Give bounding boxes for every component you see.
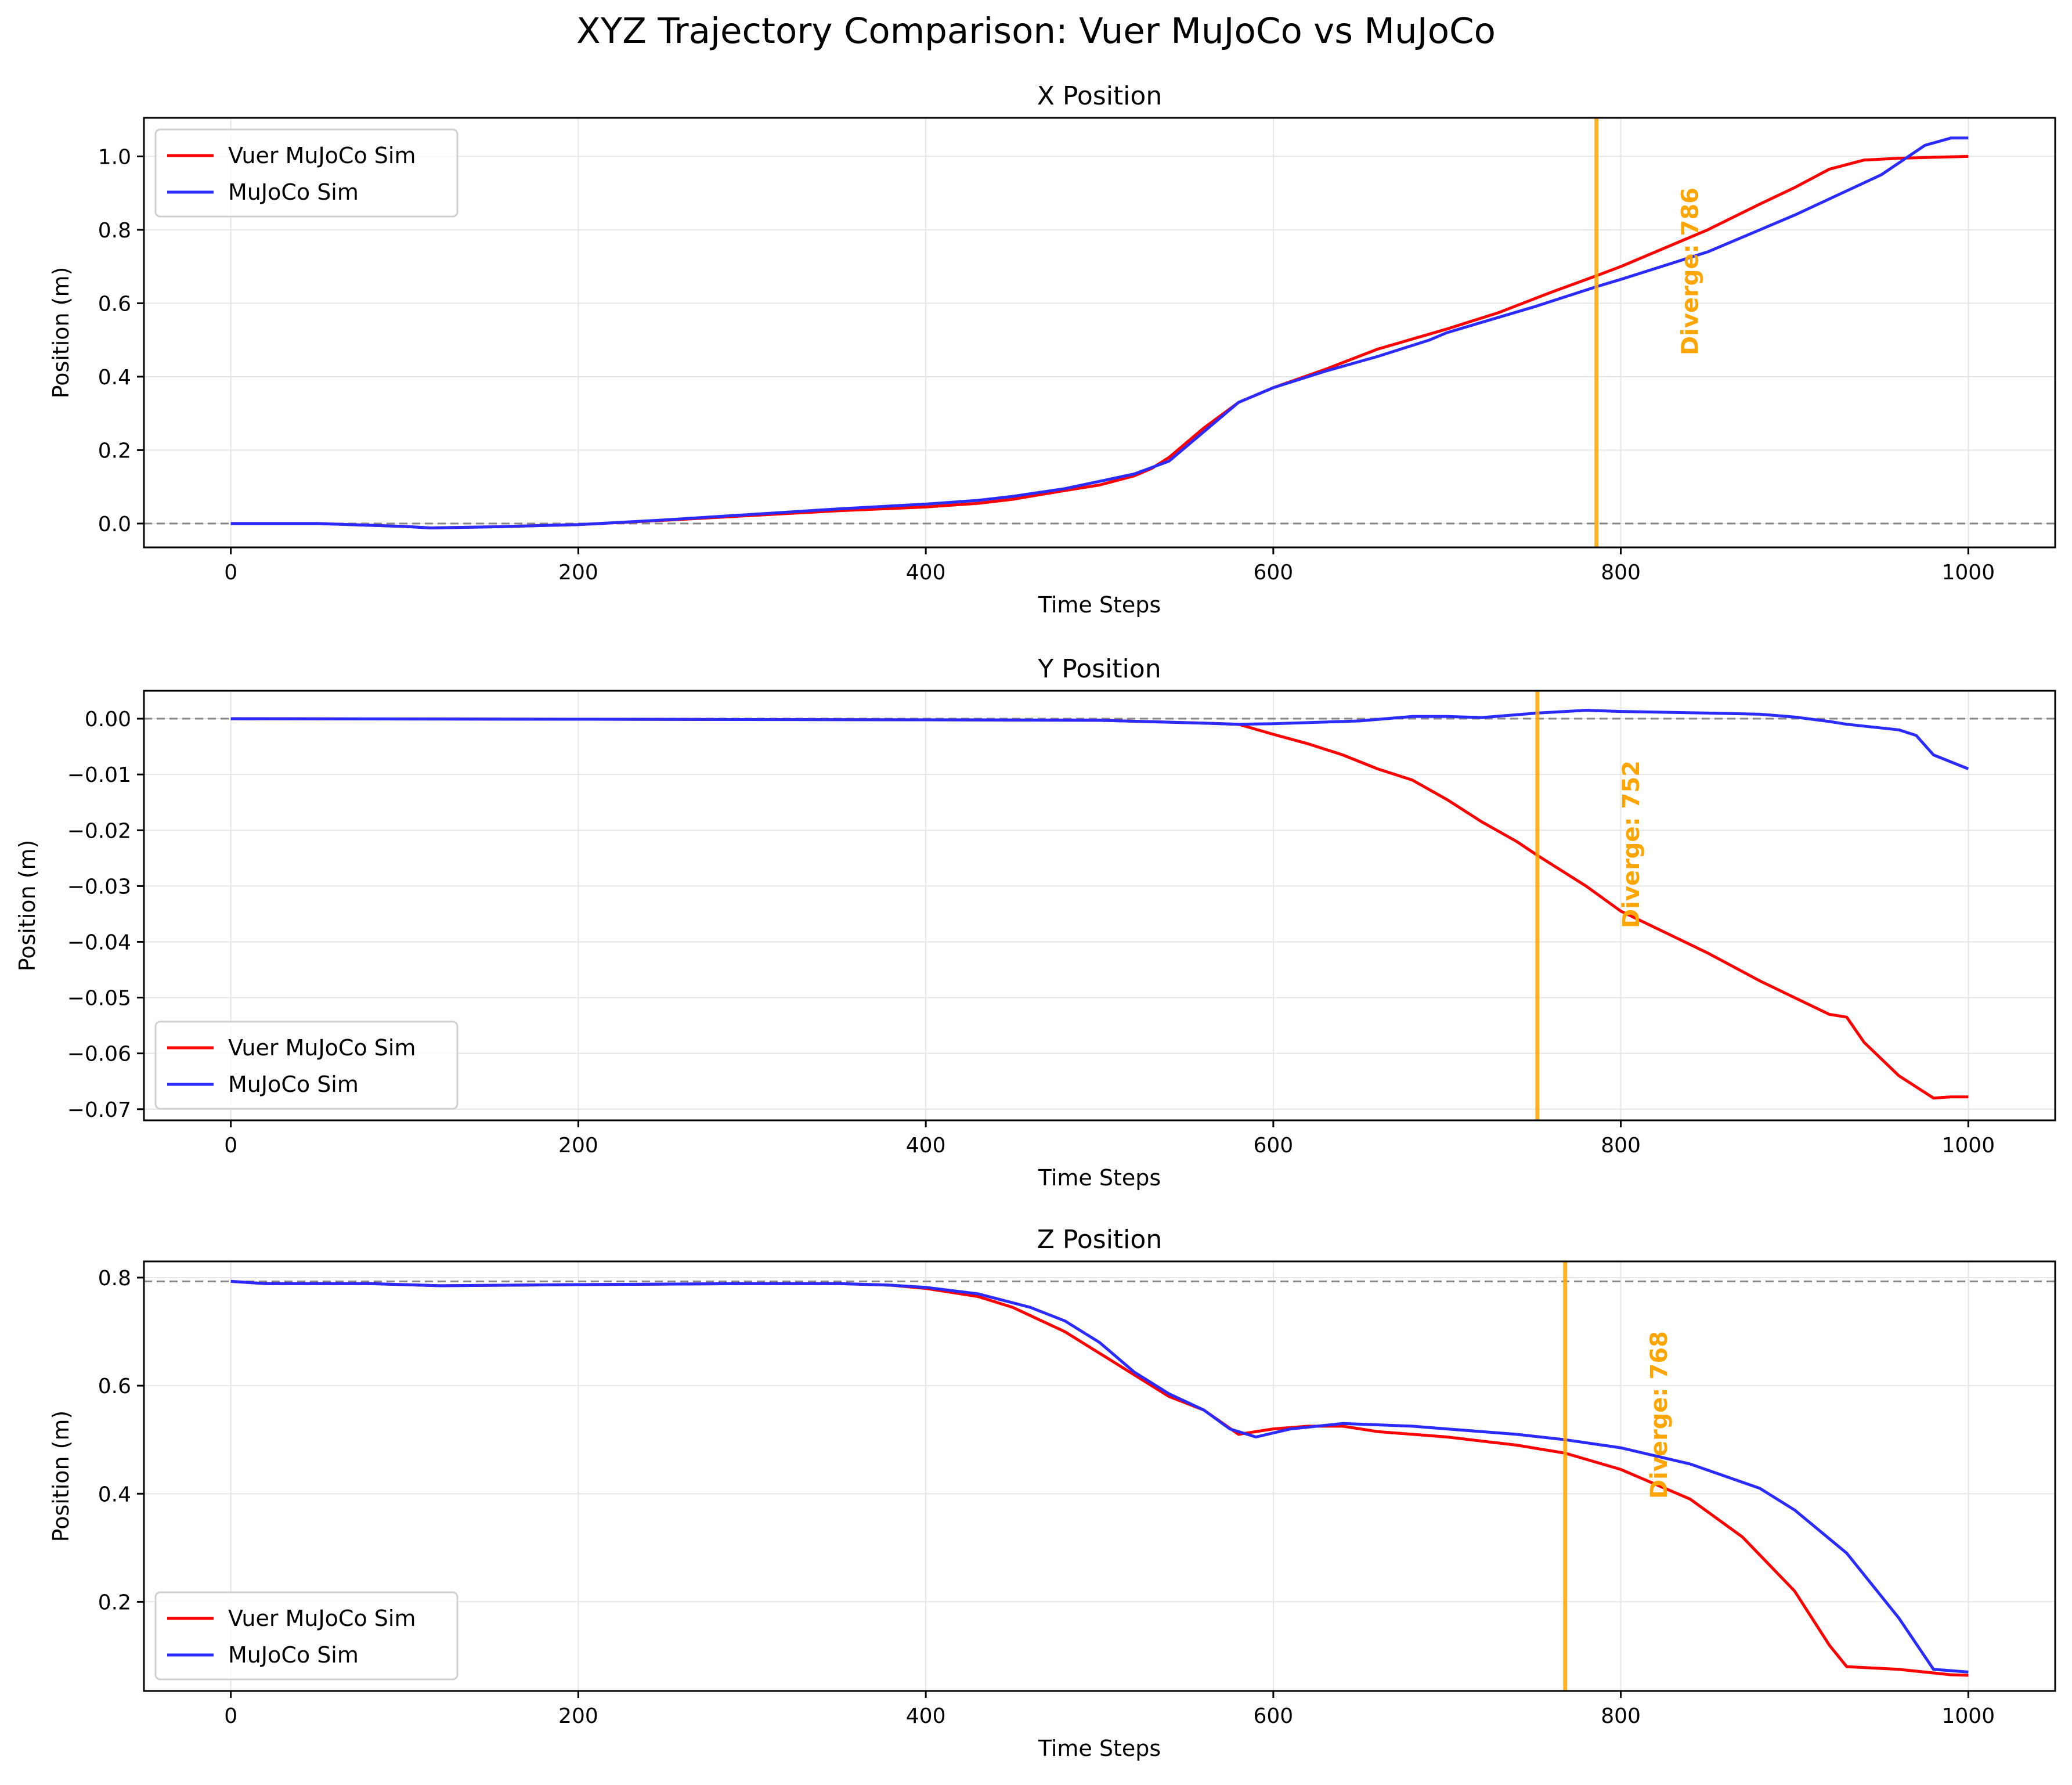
y-tick-label: −0.02 xyxy=(67,819,131,843)
x-tick-label: 800 xyxy=(1601,561,1641,585)
legend-label: MuJoCo Sim xyxy=(228,179,359,205)
legend-label: MuJoCo Sim xyxy=(228,1642,359,1668)
y-tick-label: 0.00 xyxy=(85,708,131,731)
axes-frame xyxy=(143,690,2056,1122)
x-tick-label: 400 xyxy=(906,561,946,585)
x-axis-label: Time Steps xyxy=(1038,1736,1161,1761)
figure-title: XYZ Trajectory Comparison: Vuer MuJoCo v… xyxy=(576,10,1496,52)
y-tick-label: 1.0 xyxy=(98,145,131,169)
axes-frame xyxy=(143,117,2056,549)
y-tick-label: 0.2 xyxy=(98,439,131,463)
diverge-label: Diverge: 768 xyxy=(1646,1331,1673,1499)
x-tick-label: 400 xyxy=(906,1134,946,1157)
y-axis-label: Position (m) xyxy=(48,1411,74,1542)
y-tick-label: −0.03 xyxy=(67,875,131,899)
y-axis-label: Position (m) xyxy=(15,840,40,972)
x-tick-label: 200 xyxy=(558,1134,598,1157)
x-tick-label: 200 xyxy=(558,561,598,585)
subplot-title: Y Position xyxy=(1037,654,1161,684)
x-tick-label: 1000 xyxy=(1942,1134,1995,1157)
y-tick-label: 0.8 xyxy=(98,219,131,243)
x-tick-label: 1000 xyxy=(1942,561,1995,585)
y-tick-label: 0.2 xyxy=(98,1591,131,1614)
legend-box xyxy=(154,1591,459,1681)
x-tick-label: 0 xyxy=(224,561,237,585)
y-tick-label: 0.6 xyxy=(98,1375,131,1398)
diverge-label: Diverge: 786 xyxy=(1677,187,1704,355)
legend-label: Vuer MuJoCo Sim xyxy=(228,143,416,168)
series-line-vuer-mujoco xyxy=(230,1279,1969,1677)
x-tick-label: 600 xyxy=(1254,1704,1294,1728)
y-tick-label: −0.04 xyxy=(67,931,131,954)
legend: Vuer MuJoCo Sim MuJoCo Sim xyxy=(154,128,459,218)
y-tick-label: 0.8 xyxy=(98,1267,131,1290)
x-tick-label: 1000 xyxy=(1942,1704,1995,1728)
legend-label: Vuer MuJoCo Sim xyxy=(228,1606,416,1631)
y-tick-label: 0.6 xyxy=(98,292,131,316)
x-axis-label: Time Steps xyxy=(1038,592,1161,618)
y-tick-label: 0.0 xyxy=(98,513,131,536)
subplot-title: Z Position xyxy=(1037,1225,1162,1254)
legend-box xyxy=(154,1020,459,1110)
subplot-y-position: Diverge: 752 0 200 400 600 800 1000 0.00 −0.01 −0… xyxy=(15,654,2056,1191)
x-tick-label: 600 xyxy=(1254,561,1294,585)
subplot-x-position: Diverge: 786 0 200 400 600 800 1000 0.0 0.2 0.4 0.… xyxy=(48,81,2056,618)
legend-label: Vuer MuJoCo Sim xyxy=(228,1035,416,1061)
diverge-label: Diverge: 752 xyxy=(1618,760,1645,928)
subplot-title: X Position xyxy=(1037,81,1162,111)
x-tick-label: 800 xyxy=(1601,1704,1641,1728)
legend: Vuer MuJoCo Sim MuJoCo Sim xyxy=(154,1020,459,1110)
x-tick-label: 600 xyxy=(1254,1134,1294,1157)
subplot-z-position: Diverge: 768 0 200 400 600 800 1000 0.2 0.4 0.6 0.… xyxy=(48,1225,2056,1761)
series-line-vuer-mujoco xyxy=(230,154,1969,529)
x-tick-label: 800 xyxy=(1601,1134,1641,1157)
x-tick-label: 400 xyxy=(906,1704,946,1728)
legend: Vuer MuJoCo Sim MuJoCo Sim xyxy=(154,1591,459,1681)
y-tick-label: −0.06 xyxy=(67,1043,131,1066)
legend-box xyxy=(154,128,459,218)
y-tick-label: 0.4 xyxy=(98,366,131,390)
series-line-mujoco xyxy=(230,1279,1969,1674)
x-tick-label: 200 xyxy=(558,1704,598,1728)
y-tick-label: −0.05 xyxy=(67,987,131,1011)
x-tick-label: 0 xyxy=(224,1704,237,1728)
legend-label: MuJoCo Sim xyxy=(228,1072,359,1097)
axes-frame xyxy=(143,1260,2056,1692)
y-tick-label: −0.01 xyxy=(67,763,131,787)
series-line-vuer-mujoco xyxy=(230,717,1969,1100)
series-line-mujoco xyxy=(230,136,1969,529)
y-axis-label: Position (m) xyxy=(48,267,74,399)
x-axis-label: Time Steps xyxy=(1038,1165,1161,1191)
y-tick-label: 0.4 xyxy=(98,1483,131,1506)
y-tick-label: −0.07 xyxy=(67,1098,131,1122)
x-tick-label: 0 xyxy=(224,1134,237,1157)
